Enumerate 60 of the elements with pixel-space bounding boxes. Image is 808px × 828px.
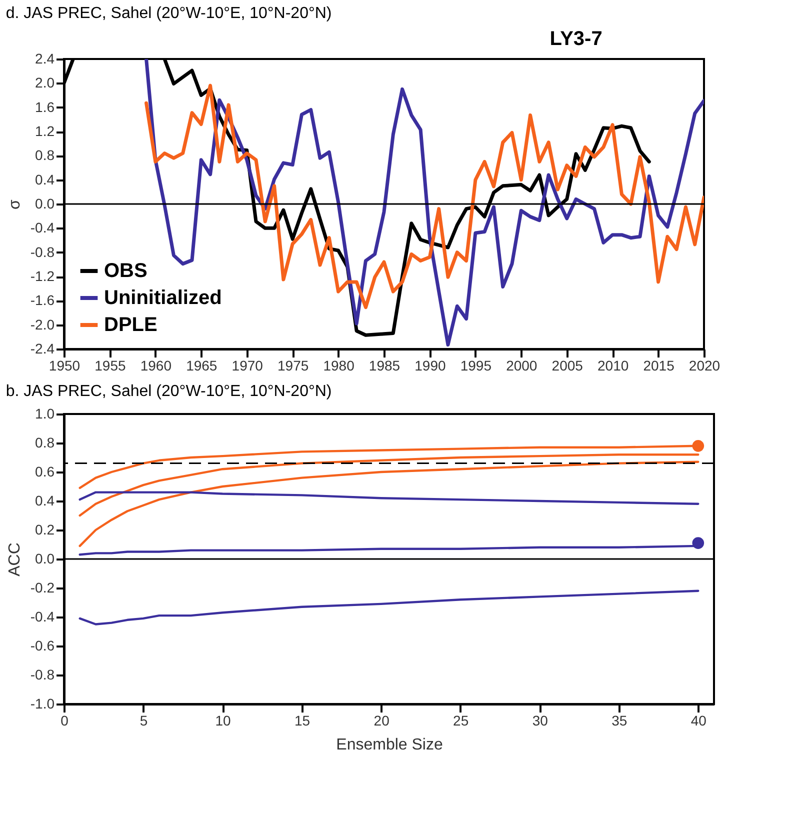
- x-tick-label: 1950: [48, 358, 80, 374]
- x-tick-label: 1985: [368, 358, 400, 374]
- y-tick-label: -2.0: [30, 316, 55, 332]
- text: LY3-7: [550, 28, 602, 50]
- y-tick-label: -0.4: [30, 220, 55, 236]
- y-tick-label: 0.8: [35, 147, 55, 164]
- chart-title: b. JAS PREC, Sahel (20°W-10°E, 10°N-20°N): [6, 383, 332, 400]
- x-tick-label: 30: [532, 712, 548, 728]
- line-series: [78, 460, 700, 548]
- y-tick-label: -0.2: [30, 580, 55, 596]
- legend-label: DPLE: [104, 314, 158, 336]
- x-tick-label: 2000: [506, 358, 538, 374]
- y-tick-label: 2.4: [35, 50, 55, 66]
- y-tick-label: 0.0: [35, 550, 55, 566]
- line-series: [78, 491, 700, 505]
- y-tick-label: -0.8: [30, 666, 55, 682]
- y-tick-label: 1.2: [35, 123, 55, 139]
- y-tick-label: 0.0: [35, 196, 55, 212]
- x-tick-label: 40: [690, 712, 707, 728]
- x-tick-label: 1970: [232, 358, 264, 374]
- x-tick-label: 20: [374, 712, 390, 728]
- x-tick-label: 1955: [94, 358, 126, 374]
- y-tick-label: -2.4: [30, 340, 55, 356]
- x-tick-label: 1990: [414, 358, 446, 374]
- y-tick-label: 1.6: [35, 98, 55, 115]
- x-tick-label: 1965: [186, 358, 218, 374]
- legend-label: OBS: [104, 260, 148, 282]
- x-tick-label: 0: [60, 712, 69, 728]
- y-tick-label: -1.2: [30, 268, 55, 284]
- x-tick-label: 2010: [597, 358, 629, 374]
- y-tick-label: 0.8: [35, 434, 55, 450]
- x-tick-label: 10: [215, 712, 232, 728]
- y-tick-label: 1.0: [35, 406, 55, 422]
- y-tick-label: 0.6: [35, 464, 55, 480]
- x-tick-label: 1975: [277, 358, 309, 374]
- y-tick-label: -0.4: [30, 608, 55, 624]
- y-tick-label: -0.6: [30, 638, 55, 654]
- x-axis-title: Ensemble Size: [336, 736, 443, 754]
- y-tick-label: 2.0: [35, 74, 55, 91]
- y-tick-label: -1.6: [30, 292, 55, 308]
- y-tick-label: -1.0: [30, 696, 55, 712]
- x-tick-label: 5: [140, 712, 148, 728]
- y-tick-label: -0.8: [30, 244, 55, 260]
- y-axis-title: σ: [6, 199, 24, 210]
- x-tick-label: 1995: [460, 358, 492, 374]
- x-tick-label: 2005: [552, 358, 584, 374]
- x-tick-label: 35: [612, 712, 628, 728]
- x-tick-label: 2020: [688, 358, 720, 374]
- x-tick-label: 25: [453, 712, 469, 728]
- x-tick-label: 15: [294, 712, 310, 728]
- chart-title: d. JAS PREC, Sahel (20°W-10°E, 10°N-20°N): [6, 5, 332, 22]
- x-tick-label: 1960: [140, 358, 172, 374]
- y-tick-label: 0.4: [35, 492, 55, 508]
- x-tick-label: 1980: [323, 358, 355, 374]
- y-axis-title: ACC: [6, 542, 24, 576]
- x-tick-label: 2015: [643, 358, 675, 374]
- y-tick-label: 0.2: [35, 522, 55, 538]
- legend-label: Uninitialized: [104, 287, 222, 309]
- y-tick-label: 0.4: [35, 171, 55, 188]
- line-series: [78, 590, 700, 626]
